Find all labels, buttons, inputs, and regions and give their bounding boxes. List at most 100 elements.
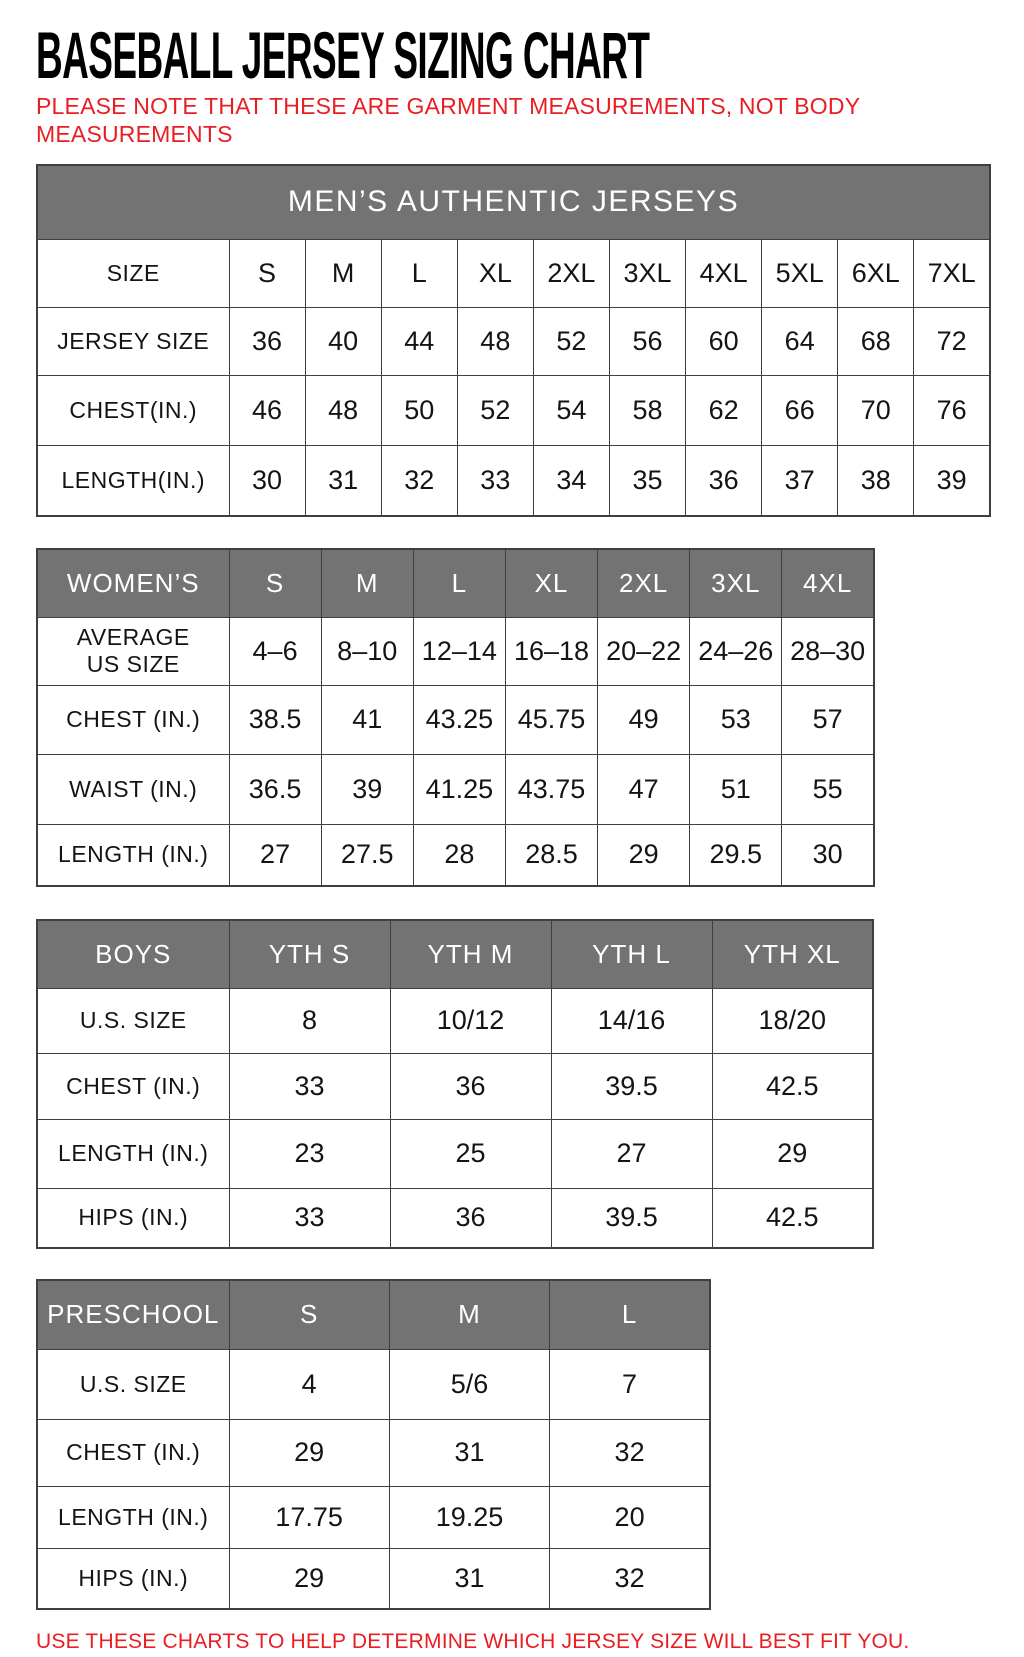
mens-size-value: 70 [837, 374, 915, 446]
mens-row-label: CHEST(IN.) [36, 374, 230, 446]
mens-size-value: 62 [685, 374, 763, 446]
preschool-row-label: CHEST (IN.) [36, 1418, 230, 1487]
womens-size-value: 57 [781, 684, 875, 755]
boys-row-label: LENGTH (IN.) [36, 1118, 230, 1189]
womens-column-header: L [412, 548, 506, 618]
boys-table-row: LENGTH (IN.) 23 25 27 29 [36, 1118, 874, 1189]
mens-size-value: L [380, 238, 458, 308]
womens-table-row: WAIST (IN.) 36.5 39 41.25 43.75 47 51 55 [36, 753, 875, 825]
page-title: BASEBALL JERSEY SIZING CHART [36, 18, 650, 92]
womens-row-label: WAIST (IN.) [36, 753, 230, 825]
mens-size-value: 5XL [761, 238, 839, 308]
boys-size-value: 36 [389, 1052, 552, 1120]
preschool-size-value: 31 [388, 1418, 551, 1487]
womens-size-value: 8–10 [320, 616, 414, 686]
womens-size-value: 28–30 [781, 616, 875, 686]
womens-size-value: 51 [689, 753, 783, 825]
mens-row-label: JERSEY SIZE [36, 306, 230, 376]
mens-table-row: LENGTH(IN.) 30 31 32 33 34 35 36 37 38 39 [36, 444, 991, 517]
mens-size-value: 72 [913, 306, 991, 376]
preschool-size-value: 7 [549, 1348, 711, 1420]
footer-note: USE THESE CHARTS TO HELP DETERMINE WHICH… [36, 1630, 910, 1653]
preschool-table-row: U.S. SIZE 4 5/6 7 [36, 1348, 711, 1420]
boys-size-value: 36 [389, 1187, 552, 1249]
preschool-column-header: M [388, 1279, 551, 1350]
mens-size-value: 2XL [532, 238, 610, 308]
womens-size-value: 29 [597, 823, 691, 887]
womens-table-row: LENGTH (IN.) 27 27.5 28 28.5 29 29.5 30 [36, 823, 875, 887]
mens-table-row: CHEST(IN.) 46 48 50 52 54 58 62 66 70 76 [36, 374, 991, 446]
mens-size-value: 34 [532, 444, 610, 517]
preschool-size-value: 5/6 [388, 1348, 551, 1420]
boys-table-row: U.S. SIZE 8 10/12 14/16 18/20 [36, 987, 874, 1054]
womens-size-value: 43.75 [504, 753, 599, 825]
mens-size-value: 35 [608, 444, 687, 517]
preschool-size-value: 29 [228, 1547, 390, 1610]
boys-column-header: YTH XL [711, 919, 874, 989]
mens-size-value: 52 [456, 374, 534, 446]
mens-size-value: 52 [532, 306, 610, 376]
mens-size-value: 44 [380, 306, 458, 376]
womens-size-value: 29.5 [689, 823, 783, 887]
preschool-row-label: HIPS (IN.) [36, 1547, 230, 1610]
womens-size-value: 43.25 [412, 684, 506, 755]
womens-table-row: AVERAGE US SIZE 4–6 8–10 12–14 16–18 20–22 24–… [36, 616, 875, 686]
womens-row-label: LENGTH (IN.) [36, 823, 230, 887]
mens-size-value: XL [456, 238, 534, 308]
garment-measurements-note: PLEASE NOTE THAT THESE ARE GARMENT MEASU… [36, 92, 1024, 148]
womens-column-header: S [228, 548, 322, 618]
womens-size-value: 45.75 [504, 684, 599, 755]
mens-size-value: 3XL [608, 238, 687, 308]
mens-size-value: M [304, 238, 382, 308]
boys-column-header: YTH L [550, 919, 713, 989]
preschool-size-value: 19.25 [388, 1485, 551, 1549]
womens-size-value: 49 [597, 684, 691, 755]
womens-size-value: 12–14 [412, 616, 506, 686]
mens-size-value: 4XL [685, 238, 763, 308]
mens-table-row: SIZE S M L XL 2XL 3XL 4XL 5XL 6XL 7XL [36, 238, 991, 308]
boys-size-value: 25 [389, 1118, 552, 1189]
mens-size-value: 7XL [913, 238, 991, 308]
preschool-size-value: 32 [549, 1547, 711, 1610]
womens-size-value: 30 [781, 823, 875, 887]
preschool-size-value: 32 [549, 1418, 711, 1487]
boys-size-value: 39.5 [550, 1187, 713, 1249]
womens-row-label: CHEST (IN.) [36, 684, 230, 755]
mens-size-value: 31 [304, 444, 382, 517]
womens-row-label: AVERAGE US SIZE [36, 616, 230, 686]
boys-column-header: YTH M [389, 919, 552, 989]
boys-table-row: CHEST (IN.) 33 36 39.5 42.5 [36, 1052, 874, 1120]
preschool-table-row: LENGTH (IN.) 17.75 19.25 20 [36, 1485, 711, 1549]
womens-size-value: 27 [228, 823, 322, 887]
preschool-column-header: PRESCHOOL [36, 1279, 230, 1350]
womens-size-value: 47 [597, 753, 691, 825]
boys-size-value: 14/16 [550, 987, 713, 1054]
mens-size-value: 36 [685, 444, 763, 517]
preschool-row-label: LENGTH (IN.) [36, 1485, 230, 1549]
mens-size-value: 48 [304, 374, 382, 446]
womens-size-value: 28 [412, 823, 506, 887]
boys-size-value: 29 [711, 1118, 874, 1189]
womens-size-value: 27.5 [320, 823, 414, 887]
boys-row-label: HIPS (IN.) [36, 1187, 230, 1249]
boys-size-value: 42.5 [711, 1187, 874, 1249]
mens-size-value: 76 [913, 374, 991, 446]
mens-size-value: 64 [761, 306, 839, 376]
preschool-column-header: S [228, 1279, 390, 1350]
mens-banner: MEN’S AUTHENTIC JERSEYS [36, 164, 991, 240]
womens-sizing-table: WOMEN’S S M L XL 2XL 3XL 4XL AVERAGE US SIZE 4–6 8… [36, 548, 875, 887]
mens-size-value: 30 [228, 444, 306, 517]
boys-column-header: BOYS [36, 919, 230, 989]
womens-size-value: 38.5 [228, 684, 322, 755]
note-line-1: PLEASE NOTE THAT THESE ARE GARMENT MEASU… [36, 93, 861, 119]
boys-row-label: U.S. SIZE [36, 987, 230, 1054]
boys-size-value: 27 [550, 1118, 713, 1189]
mens-size-value: 33 [456, 444, 534, 517]
mens-size-value: 54 [532, 374, 610, 446]
mens-size-value: 46 [228, 374, 306, 446]
mens-size-value: 60 [685, 306, 763, 376]
mens-size-value: 39 [913, 444, 991, 517]
mens-row-label: LENGTH(IN.) [36, 444, 230, 517]
mens-table-row: JERSEY SIZE 36 40 44 48 52 56 60 64 68 72 [36, 306, 991, 376]
mens-size-value: 38 [837, 444, 915, 517]
